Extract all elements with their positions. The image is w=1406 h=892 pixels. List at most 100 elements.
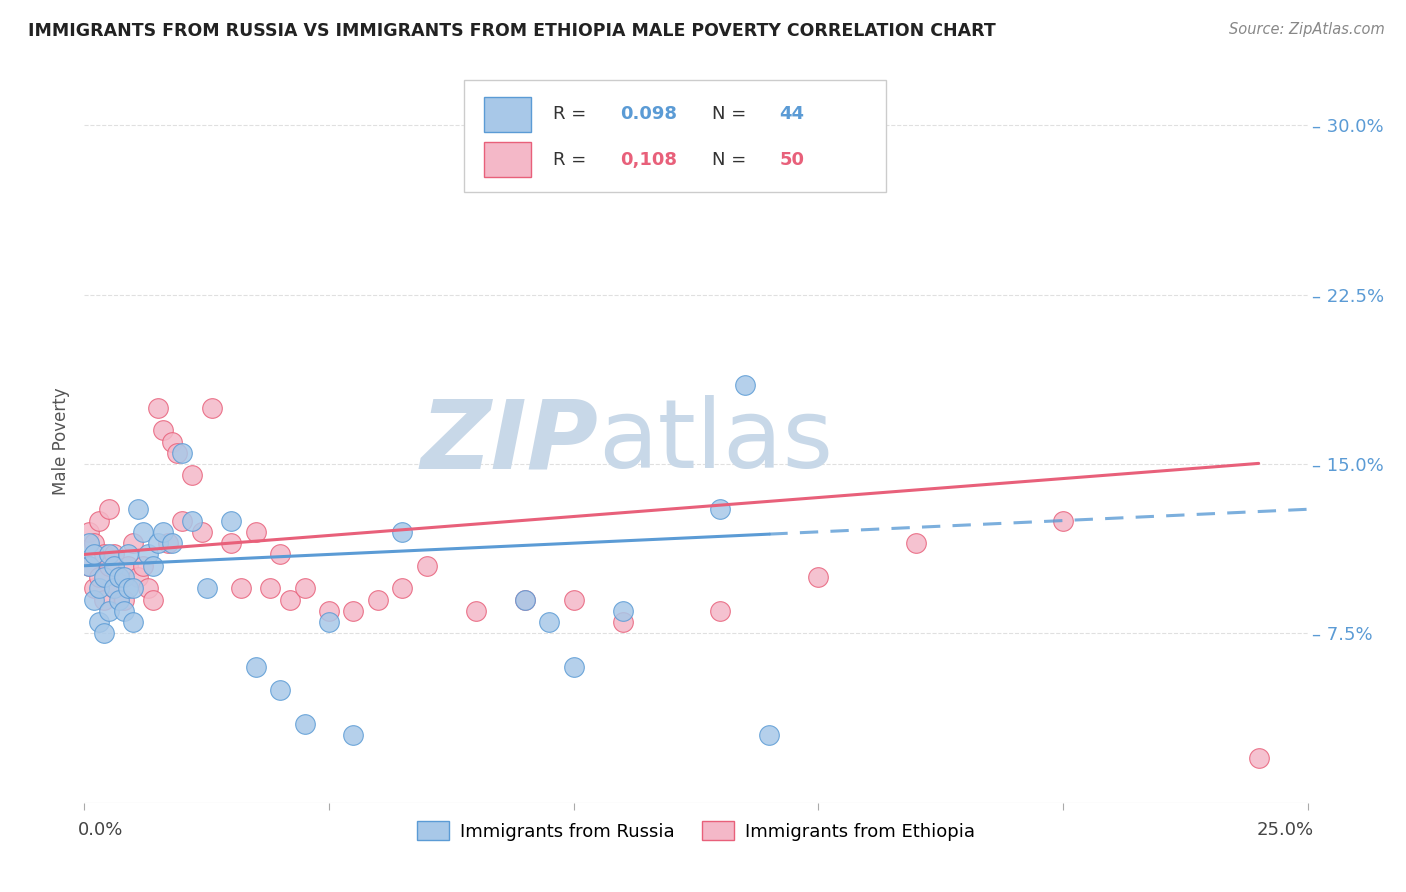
Text: N =: N = bbox=[711, 105, 752, 123]
Text: 44: 44 bbox=[779, 105, 804, 123]
Point bbox=[107, 570, 129, 584]
Point bbox=[122, 536, 145, 550]
Point bbox=[318, 615, 340, 630]
Point bbox=[807, 570, 830, 584]
Point bbox=[146, 536, 169, 550]
Point bbox=[278, 592, 301, 607]
Point bbox=[259, 582, 281, 596]
Point bbox=[191, 524, 214, 539]
Legend: Immigrants from Russia, Immigrants from Ethiopia: Immigrants from Russia, Immigrants from … bbox=[409, 814, 983, 848]
Point bbox=[87, 570, 110, 584]
Point bbox=[117, 582, 139, 596]
Point bbox=[93, 592, 115, 607]
Point bbox=[200, 401, 222, 415]
Point bbox=[103, 558, 125, 573]
Point bbox=[294, 582, 316, 596]
Point bbox=[612, 615, 634, 630]
Text: N =: N = bbox=[711, 151, 752, 169]
Point bbox=[229, 582, 252, 596]
Point bbox=[219, 536, 242, 550]
Point bbox=[132, 524, 155, 539]
Point bbox=[87, 615, 110, 630]
Point bbox=[83, 548, 105, 562]
Point bbox=[136, 582, 159, 596]
Point bbox=[758, 728, 780, 742]
Point bbox=[162, 536, 184, 550]
Point bbox=[97, 502, 120, 516]
Point bbox=[93, 626, 115, 640]
Text: ZIP: ZIP bbox=[420, 395, 598, 488]
Text: 50: 50 bbox=[779, 151, 804, 169]
Text: 0.098: 0.098 bbox=[620, 105, 678, 123]
Point bbox=[513, 592, 536, 607]
Point bbox=[172, 446, 194, 460]
Point bbox=[136, 548, 159, 562]
Point bbox=[562, 592, 585, 607]
Point bbox=[83, 536, 105, 550]
Point bbox=[77, 524, 100, 539]
Point bbox=[219, 514, 242, 528]
Point bbox=[142, 558, 165, 573]
Point bbox=[342, 604, 364, 618]
Point bbox=[112, 570, 135, 584]
Point bbox=[294, 716, 316, 731]
Text: atlas: atlas bbox=[598, 395, 834, 488]
Point bbox=[905, 536, 928, 550]
Point bbox=[245, 660, 267, 674]
Point bbox=[181, 514, 204, 528]
Y-axis label: Male Poverty: Male Poverty bbox=[52, 388, 70, 495]
Point bbox=[103, 582, 125, 596]
Point bbox=[156, 536, 179, 550]
Text: Source: ZipAtlas.com: Source: ZipAtlas.com bbox=[1229, 22, 1385, 37]
Text: 0,108: 0,108 bbox=[620, 151, 678, 169]
Point bbox=[93, 548, 115, 562]
Point bbox=[93, 570, 115, 584]
Point bbox=[127, 502, 149, 516]
Point bbox=[562, 660, 585, 674]
Point bbox=[734, 378, 756, 392]
Point bbox=[391, 524, 413, 539]
Point bbox=[181, 468, 204, 483]
Point bbox=[103, 548, 125, 562]
Point bbox=[122, 582, 145, 596]
Point bbox=[245, 524, 267, 539]
Point bbox=[367, 592, 389, 607]
Point bbox=[172, 514, 194, 528]
Point bbox=[162, 434, 184, 449]
Point bbox=[97, 604, 120, 618]
Text: 0.0%: 0.0% bbox=[79, 821, 124, 838]
Point bbox=[269, 682, 291, 697]
Point bbox=[612, 604, 634, 618]
Point bbox=[142, 592, 165, 607]
Point bbox=[117, 548, 139, 562]
Point bbox=[77, 558, 100, 573]
Point bbox=[342, 728, 364, 742]
Point bbox=[103, 582, 125, 596]
Point bbox=[77, 536, 100, 550]
Point bbox=[391, 582, 413, 596]
Point bbox=[1247, 750, 1270, 764]
Text: R =: R = bbox=[553, 105, 592, 123]
FancyBboxPatch shape bbox=[464, 80, 886, 193]
Point bbox=[122, 615, 145, 630]
Point bbox=[112, 604, 135, 618]
Point bbox=[318, 604, 340, 618]
Text: IMMIGRANTS FROM RUSSIA VS IMMIGRANTS FROM ETHIOPIA MALE POVERTY CORRELATION CHAR: IMMIGRANTS FROM RUSSIA VS IMMIGRANTS FRO… bbox=[28, 22, 995, 40]
Point bbox=[97, 548, 120, 562]
Point bbox=[83, 582, 105, 596]
Point bbox=[87, 514, 110, 528]
Point bbox=[77, 558, 100, 573]
FancyBboxPatch shape bbox=[484, 143, 531, 178]
Point bbox=[127, 570, 149, 584]
Point bbox=[464, 604, 486, 618]
Point bbox=[538, 615, 561, 630]
Point bbox=[152, 423, 174, 437]
Point bbox=[132, 558, 155, 573]
Point bbox=[112, 592, 135, 607]
Point bbox=[195, 582, 218, 596]
Point bbox=[709, 604, 731, 618]
Point bbox=[146, 401, 169, 415]
Point bbox=[97, 558, 120, 573]
Text: 25.0%: 25.0% bbox=[1257, 821, 1313, 838]
Point bbox=[513, 592, 536, 607]
